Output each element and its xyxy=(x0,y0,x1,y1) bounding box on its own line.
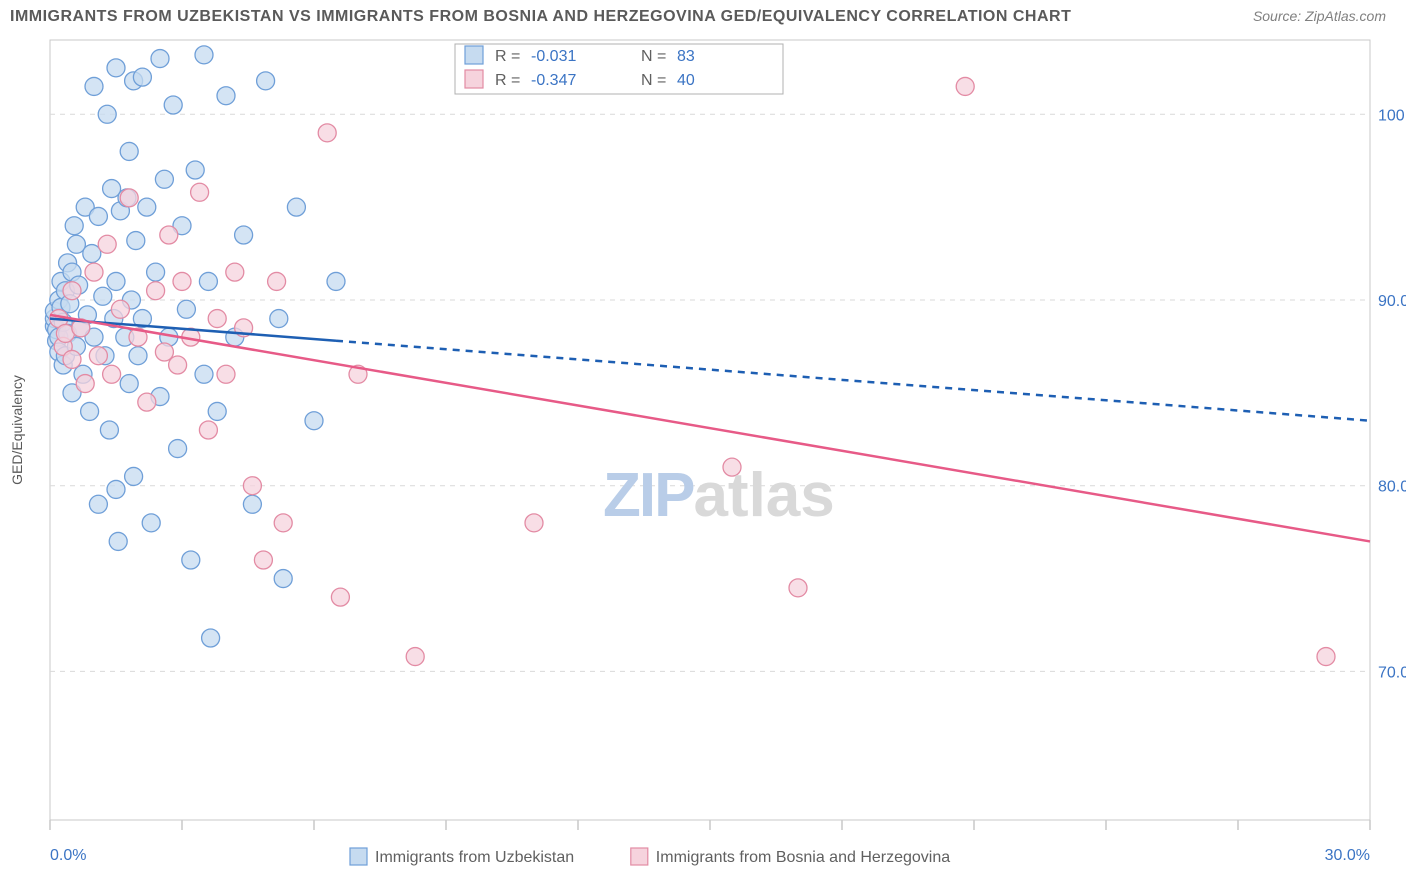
svg-text:-0.031: -0.031 xyxy=(531,48,576,65)
svg-text:90.0%: 90.0% xyxy=(1378,293,1406,310)
svg-text:83: 83 xyxy=(677,48,695,65)
svg-text:N =: N = xyxy=(641,72,666,89)
svg-text:GED/Equivalency: GED/Equivalency xyxy=(9,375,25,485)
svg-text:40: 40 xyxy=(677,72,695,89)
correlation-scatter-chart: 70.0% 80.0% 90.0% 100.0% GED/Equivalency 0.0%… xyxy=(0,0,1406,892)
svg-text:-0.347: -0.347 xyxy=(531,72,576,89)
svg-text:100.0%: 100.0% xyxy=(1378,107,1406,124)
svg-text:30.0%: 30.0% xyxy=(1325,847,1370,864)
svg-text:N =: N = xyxy=(641,48,666,65)
svg-text:70.0%: 70.0% xyxy=(1378,664,1406,681)
svg-text:Immigrants from Uzbekistan: Immigrants from Uzbekistan xyxy=(375,849,574,866)
svg-text:R =: R = xyxy=(495,48,520,65)
svg-text:80.0%: 80.0% xyxy=(1378,479,1406,496)
svg-text:R =: R = xyxy=(495,72,520,89)
svg-text:Immigrants from Bosnia and Her: Immigrants from Bosnia and Herzegovina xyxy=(656,849,950,866)
svg-text:0.0%: 0.0% xyxy=(50,847,86,864)
